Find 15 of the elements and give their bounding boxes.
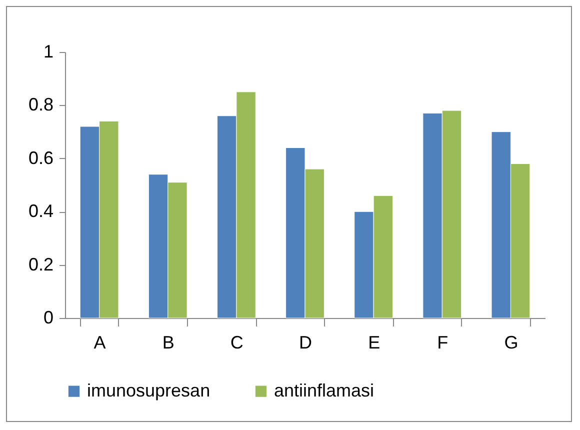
y-tick-label: 1 [43,42,54,62]
x-tick-label: E [368,332,380,352]
y-tick-label: 0.8 [28,94,54,115]
legend-label: antiinflamasi [274,380,374,400]
x-tick-label: B [162,332,174,352]
y-tick-label: 0.6 [28,148,54,168]
x-tick-label: G [504,332,518,352]
y-tick-label: 0 [43,308,54,328]
x-tick-label: A [94,332,106,352]
y-tick-label: 0.2 [28,254,54,274]
x-tick-label: C [230,332,244,352]
x-tick-label: D [299,332,312,352]
y-tick-label: 0.4 [28,201,54,222]
legend-label: imunosupresan [87,380,210,400]
x-tick-label: F [437,332,448,352]
